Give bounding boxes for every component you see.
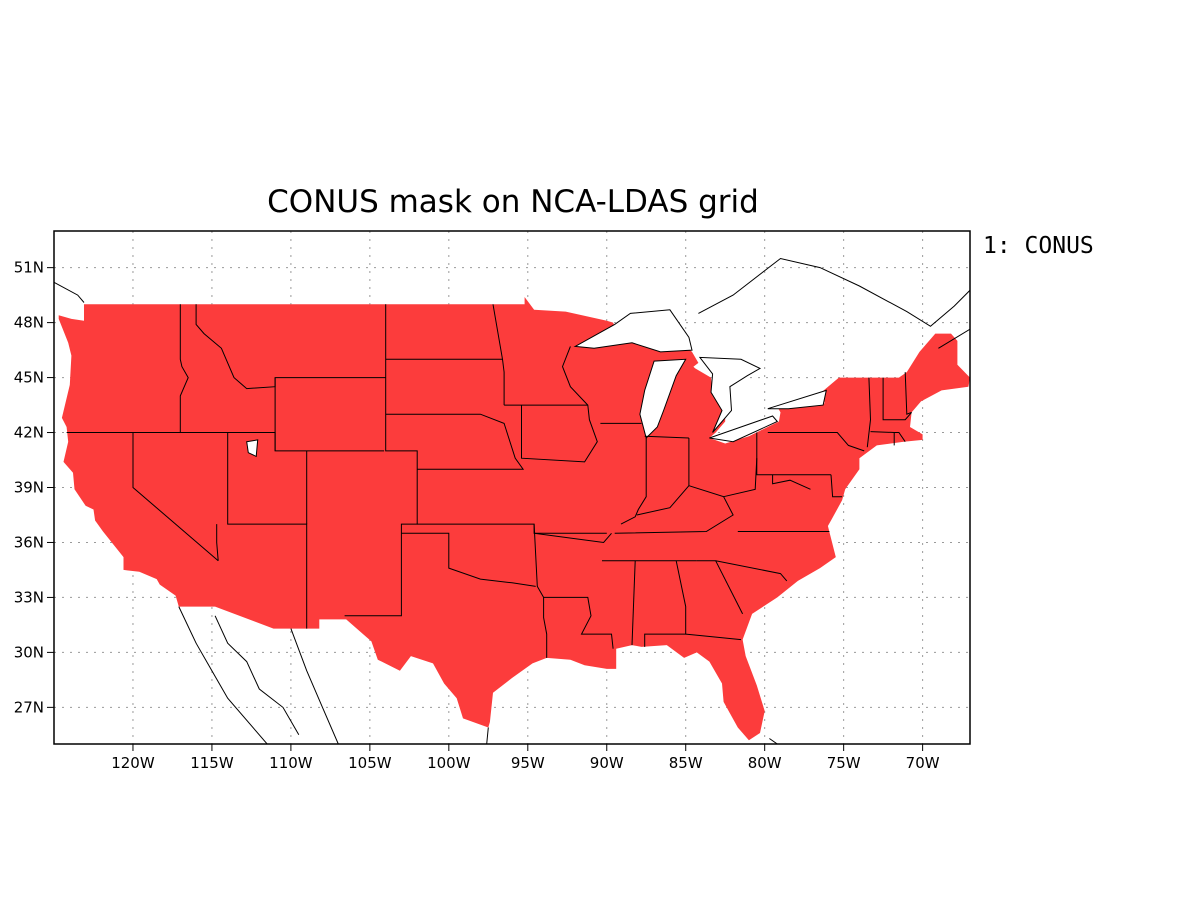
state-border bbox=[696, 560, 788, 582]
island-outline bbox=[769, 738, 778, 744]
x-tick-label: 115W bbox=[190, 754, 234, 772]
conus-mask bbox=[58, 297, 970, 741]
map-plot-area: 120W 115W 110W 105W 100W 95W 90W 85W 80W 75W 70W 2… bbox=[14, 230, 971, 772]
x-tick-label: 70W bbox=[906, 754, 940, 772]
y-tick-label: 30N bbox=[14, 643, 44, 661]
state-border bbox=[179, 304, 189, 433]
mexico-coastline bbox=[214, 615, 300, 736]
canada-coastline bbox=[698, 257, 970, 327]
state-border bbox=[904, 372, 912, 415]
lake-outline bbox=[698, 356, 762, 433]
state-border bbox=[543, 596, 614, 649]
lake-outline bbox=[573, 309, 693, 353]
mexico-coastline bbox=[290, 628, 339, 744]
state-border bbox=[385, 413, 525, 470]
lake-outline bbox=[767, 389, 827, 410]
state-border bbox=[767, 432, 865, 452]
x-tick-label: 95W bbox=[511, 754, 545, 772]
x-tick-label: 105W bbox=[348, 754, 392, 772]
state-border bbox=[723, 458, 758, 498]
y-tick-label: 48N bbox=[14, 314, 44, 332]
x-tick-label: 75W bbox=[827, 754, 861, 772]
state-border bbox=[631, 560, 636, 646]
mexico-coastline bbox=[178, 606, 268, 744]
lake-outline bbox=[246, 439, 259, 458]
canada-coastline bbox=[54, 281, 85, 303]
mexico-coastline bbox=[486, 727, 489, 744]
state-border bbox=[756, 432, 831, 476]
y-tick-label: 36N bbox=[14, 533, 44, 551]
y-tick-label: 42N bbox=[14, 424, 44, 442]
state-border bbox=[644, 435, 689, 439]
lake-outline bbox=[709, 415, 779, 443]
x-tick-label: 85W bbox=[669, 754, 703, 772]
y-tick-label: 27N bbox=[14, 698, 44, 716]
x-tick-label: 110W bbox=[269, 754, 313, 772]
canada-coastline bbox=[938, 293, 970, 349]
y-tick-label: 45N bbox=[14, 369, 44, 387]
state-border bbox=[521, 346, 598, 463]
state-border bbox=[620, 438, 647, 525]
state-border bbox=[227, 432, 308, 629]
land-layer bbox=[54, 257, 970, 744]
x-axis-ticks: 120W 115W 110W 105W 100W 95W 90W 85W 80W 75W 70W bbox=[111, 744, 940, 772]
y-tick-label: 39N bbox=[14, 479, 44, 497]
x-tick-label: 80W bbox=[748, 754, 782, 772]
state-border bbox=[132, 432, 219, 562]
state-border bbox=[533, 524, 548, 658]
state-border bbox=[401, 532, 536, 587]
map-title: CONUS mask on NCA-LDAS grid bbox=[267, 184, 759, 220]
x-tick-label: 100W bbox=[427, 754, 471, 772]
y-tick-label: 51N bbox=[14, 259, 44, 277]
state-border bbox=[216, 524, 219, 561]
state-border bbox=[344, 304, 418, 617]
lake-outline bbox=[639, 358, 687, 439]
legend-label: 1: CONUS bbox=[983, 233, 1094, 259]
state-border bbox=[685, 633, 742, 641]
state-border bbox=[830, 474, 843, 498]
x-tick-label: 120W bbox=[111, 754, 155, 772]
state-border bbox=[715, 560, 744, 615]
state-border bbox=[870, 431, 906, 442]
state-border bbox=[534, 532, 612, 544]
state-border bbox=[866, 377, 872, 448]
state-border bbox=[492, 304, 505, 406]
y-axis-ticks: 27N 30N 33N 36N 39N 42N 45N 48N 51N bbox=[14, 259, 54, 716]
state-border bbox=[772, 474, 811, 490]
y-tick-label: 33N bbox=[14, 588, 44, 606]
state-border bbox=[882, 377, 912, 421]
x-tick-label: 90W bbox=[590, 754, 624, 772]
